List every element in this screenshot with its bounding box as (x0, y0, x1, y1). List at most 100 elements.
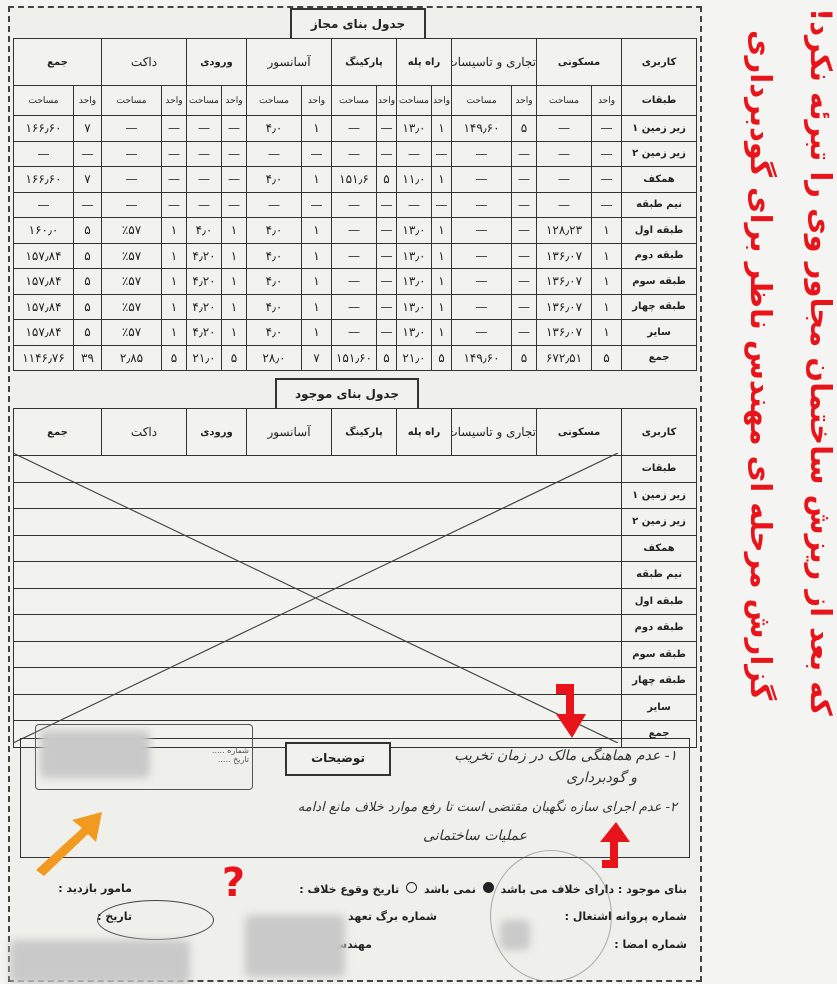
count-cell: ۱ (221, 242, 247, 269)
area-cell: — (246, 191, 302, 218)
area-cell: — (186, 115, 222, 142)
official-seal (490, 850, 612, 982)
radio-yes[interactable] (482, 882, 494, 893)
count-cell: ۱ (221, 293, 247, 320)
count-cell: — (161, 191, 187, 218)
area-header: مساحت (451, 85, 513, 116)
count-cell: ۵ (73, 268, 102, 295)
area-cell: ۱۵۷٫۸۴ (13, 242, 74, 269)
area-cell: — (101, 191, 162, 218)
count-cell: ۱ (161, 319, 187, 346)
area-cell: — (331, 140, 377, 167)
area-cell: ۱۳۶٫۰۷ (536, 242, 593, 269)
permitted-building-table: کاربری مسکونی تجاری و تاسیسات راه پله پارکین… (13, 38, 698, 371)
count-cell: ۱ (301, 115, 332, 142)
area-cell: — (13, 191, 74, 218)
column-group-header: جمع (13, 408, 102, 456)
redacted-area (245, 915, 345, 977)
count-cell: — (511, 166, 538, 193)
count-cell: ۱ (301, 166, 332, 193)
inspector-label: مامور بازدید : (58, 882, 132, 895)
count-cell: — (221, 166, 247, 193)
count-cell: ۱ (431, 268, 453, 295)
count-cell: ۱ (431, 166, 453, 193)
area-cell: ۱۵۷٫۸۴ (13, 319, 74, 346)
empty-cells (12, 561, 623, 589)
area-cell: ۱۳٫۰ (395, 217, 433, 244)
area-cell: ۱۱۴۶٫۷۶ (13, 344, 74, 371)
area-cell: — (186, 140, 222, 167)
count-cell: ۱ (161, 293, 187, 320)
floor-label: طبقه دوم (621, 614, 698, 642)
column-group-header: ورودی (186, 408, 247, 456)
count-cell: — (511, 268, 538, 295)
count-cell: — (221, 140, 247, 167)
area-cell: ۱۵۱٫۶۰ (331, 344, 377, 371)
floor-label: طبقه سوم (621, 268, 698, 295)
stamp-number: شماره ..... (211, 746, 249, 755)
table-row: نیم طبقه (12, 561, 698, 589)
area-cell: — (13, 140, 74, 167)
table-row: زیر زمین ۱— —۵ ۱۴۹٫۶۰ ۱ ۱۳٫۰— —۱ ۴٫۰— — — —۷ ۱۶۶٫۶… (13, 115, 698, 142)
area-cell: ۲۱٫۰ (186, 344, 222, 371)
note-line-3: ۲- عدم اجرای سازه نگهبان مقتضی است تا رف… (297, 800, 677, 815)
area-cell: ٪۵۷ (101, 319, 162, 346)
header-row: کاربری مسکونی تجاری و تاسیسات راه پله پارکین… (13, 408, 698, 456)
usage-header: کاربری (621, 38, 698, 86)
area-cell: — (536, 140, 593, 167)
area-cell: ۴٫۲۰ (186, 293, 222, 320)
count-cell: ۱ (431, 115, 453, 142)
count-cell: ۱ (431, 293, 453, 320)
area-cell: ٪۵۷ (101, 293, 162, 320)
count-cell: — (431, 191, 453, 218)
existing-table-title: جدول بنای موجود (275, 378, 419, 410)
area-cell: — (451, 140, 513, 167)
area-cell: ۱۵۷٫۸۴ (13, 293, 74, 320)
commitment-sheet-label: شماره برگ تعهد (348, 910, 437, 923)
notes-section (20, 738, 690, 858)
radio-no[interactable] (406, 882, 418, 893)
area-cell: — (451, 191, 513, 218)
floor-label: سایر (621, 319, 698, 346)
area-header: مساحت (395, 85, 433, 116)
empty-cells (12, 693, 623, 721)
redacted-area (40, 730, 150, 778)
count-cell: — (511, 140, 538, 167)
area-cell: ۱۳۶٫۰۷ (536, 319, 593, 346)
count-cell: — (431, 140, 453, 167)
column-group-header: راه پله (395, 38, 453, 86)
area-cell: ۶۷۲٫۵۱ (536, 344, 593, 371)
table-row: طبقه اول (12, 587, 698, 615)
table-row: سایر ۱ ۱۳۶٫۰۷— —۱ ۱۳٫۰— —۱ ۴٫۰ ۱ ۴٫۲۰ ۱ ٪۵۷ ۵ ۱۵۷٫۸۴ (13, 319, 698, 346)
floor-label: نیم طبقه (621, 561, 698, 589)
empty-cells (12, 667, 623, 695)
count-cell: — (591, 191, 623, 218)
floor-label: سایر (621, 693, 698, 721)
count-cell: — (301, 140, 332, 167)
count-cell: — (376, 140, 397, 167)
area-cell: ۲٫۸۵ (101, 344, 162, 371)
count-cell: — (73, 191, 102, 218)
count-cell: ۱ (591, 319, 623, 346)
count-cell: ۵ (73, 217, 102, 244)
floor-label: زیر زمین ۱ (621, 115, 698, 142)
table-row: همکف (12, 534, 698, 562)
count-header: واحد (221, 85, 247, 116)
empty-cells (12, 640, 623, 668)
count-cell: ۵ (73, 293, 102, 320)
area-cell: ۴٫۰ (246, 242, 302, 269)
floor-label: طبقه دوم (621, 242, 698, 269)
annotation-line-1: گزارش مرحله ای مهندس ناظر برای گودبرداری (744, 30, 778, 701)
floor-label: جمع (621, 720, 698, 748)
table-row: طبقه اول ۱ ۱۲۸٫۲۳— —۱ ۱۳٫۰— —۱ ۴٫۰ ۱ ۴٫۰ ۱ ٪۵۷ ۵ ۱۶۰… (13, 217, 698, 244)
floor-label: همکف (621, 166, 698, 193)
orange-arrow-icon (36, 812, 102, 876)
table-row: طبقه دوم ۱ ۱۳۶٫۰۷— —۱ ۱۳٫۰— —۱ ۴٫۰ ۱ ۴٫۲۰ ۱ ٪۵۷ ۵ ۱۵… (13, 242, 698, 269)
floor-label: طبقه اول (621, 217, 698, 244)
area-cell: ۴٫۰ (246, 319, 302, 346)
count-cell: — (376, 319, 397, 346)
empty-cells (12, 587, 623, 615)
area-cell: ٪۵۷ (101, 242, 162, 269)
column-group-header: جمع (13, 38, 102, 86)
area-cell: — (331, 268, 377, 295)
